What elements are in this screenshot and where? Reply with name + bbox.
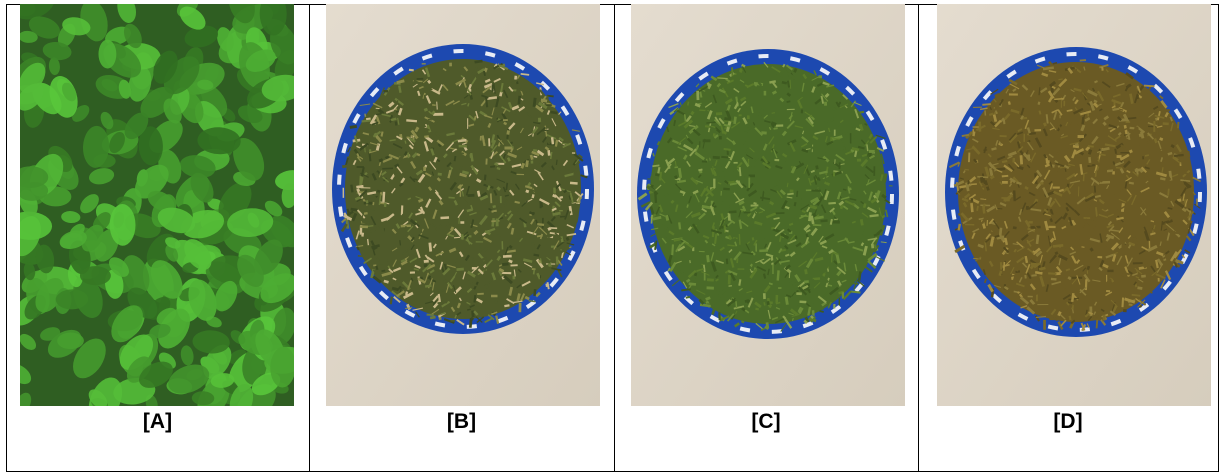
table-border	[614, 4, 615, 472]
table-border	[918, 4, 919, 472]
table-border	[6, 4, 1219, 5]
panel-label: [A]	[142, 410, 173, 433]
panel-label: [C]	[751, 410, 781, 433]
panel-label: [D]	[1053, 410, 1083, 433]
panel-photo	[631, 4, 905, 406]
panel-photo	[326, 4, 600, 406]
panel-label: [B]	[446, 410, 477, 433]
panel-photo	[937, 4, 1211, 406]
table-border	[6, 4, 7, 472]
table-border	[309, 4, 310, 472]
panel-photo	[20, 4, 294, 406]
table-border	[1218, 4, 1219, 472]
